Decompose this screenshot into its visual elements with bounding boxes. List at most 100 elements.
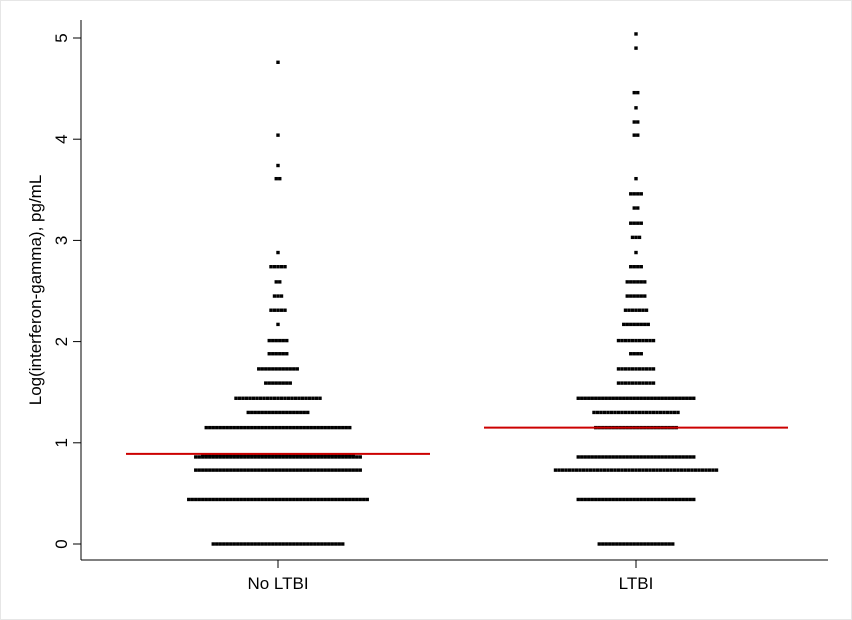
data-point — [629, 294, 633, 298]
data-point — [330, 455, 334, 459]
data-point — [587, 497, 591, 502]
data-point — [260, 367, 264, 371]
data-point — [611, 497, 615, 502]
data-point — [204, 468, 208, 472]
data-point — [604, 497, 608, 502]
data-point — [279, 396, 284, 400]
data-point — [276, 308, 280, 312]
data-point — [630, 235, 635, 240]
data-point — [288, 367, 292, 371]
data-point — [197, 497, 201, 502]
data-point — [592, 410, 596, 415]
data-point — [215, 468, 219, 472]
data-point — [293, 396, 298, 400]
data-point — [194, 468, 198, 472]
data-point — [264, 455, 268, 459]
data-point — [639, 455, 643, 459]
data-point — [267, 468, 271, 472]
data-point — [239, 542, 243, 546]
data-point — [334, 542, 338, 546]
data-point — [653, 455, 657, 459]
data-point — [615, 396, 619, 400]
data-point — [264, 367, 268, 371]
data-point — [583, 455, 587, 459]
data-point — [211, 468, 215, 472]
data-point — [615, 455, 619, 459]
data-point — [208, 453, 212, 457]
data-point — [267, 497, 271, 502]
data-point — [644, 468, 649, 472]
data-point — [639, 497, 643, 502]
data-point — [683, 468, 687, 472]
data-point — [204, 455, 208, 459]
data-point — [704, 468, 708, 472]
data-point — [288, 453, 292, 457]
data-point — [355, 455, 359, 459]
data-point — [623, 338, 628, 343]
data-point — [639, 542, 643, 546]
data-point — [616, 338, 621, 343]
data-point — [685, 396, 689, 400]
data-point — [634, 235, 638, 240]
data-point — [271, 367, 275, 371]
data-point — [616, 410, 621, 415]
data-point — [222, 497, 226, 502]
data-point — [623, 308, 628, 312]
data-point — [620, 468, 624, 472]
data-point — [644, 367, 649, 371]
data-point — [601, 455, 605, 459]
data-point — [648, 381, 652, 385]
data-point — [658, 468, 663, 472]
data-point — [588, 468, 593, 472]
data-point — [281, 455, 285, 459]
data-point — [269, 308, 273, 312]
data-point — [272, 308, 277, 312]
data-point — [608, 455, 612, 459]
data-point — [278, 367, 282, 371]
data-point — [222, 542, 226, 546]
data-point — [672, 468, 677, 472]
data-point — [323, 542, 327, 546]
data-point — [295, 410, 299, 415]
data-point — [218, 497, 222, 502]
data-point — [581, 468, 586, 472]
data-point — [295, 453, 299, 457]
data-point — [636, 396, 640, 400]
data-point — [267, 338, 271, 343]
data-point — [557, 468, 561, 472]
data-point — [244, 396, 249, 400]
x-tick-label: LTBI — [619, 574, 654, 593]
data-point — [341, 455, 345, 459]
data-point — [271, 468, 275, 472]
data-point — [585, 468, 589, 472]
data-point — [278, 352, 282, 356]
data-point — [660, 396, 664, 400]
data-point — [318, 396, 322, 400]
data-point — [653, 497, 657, 502]
data-point — [601, 396, 605, 400]
data-point — [323, 455, 327, 459]
data-point — [234, 396, 238, 400]
data-point — [611, 396, 615, 400]
data-point — [344, 425, 348, 430]
data-point — [618, 542, 622, 546]
data-point — [625, 542, 629, 546]
data-point — [681, 497, 685, 502]
data-point — [201, 497, 205, 502]
data-point — [609, 468, 614, 472]
data-point — [564, 468, 568, 472]
data-point — [276, 265, 280, 269]
data-point — [276, 60, 280, 64]
data-point — [225, 455, 229, 459]
data-point — [253, 425, 257, 430]
data-point — [299, 542, 303, 546]
data-point — [679, 468, 684, 472]
data-point — [622, 455, 626, 459]
data-point — [267, 425, 271, 430]
data-point — [641, 381, 645, 385]
data-point — [281, 468, 285, 472]
data-point — [274, 425, 278, 430]
data-point — [264, 410, 268, 415]
data-point — [285, 497, 289, 502]
data-point — [302, 455, 306, 459]
